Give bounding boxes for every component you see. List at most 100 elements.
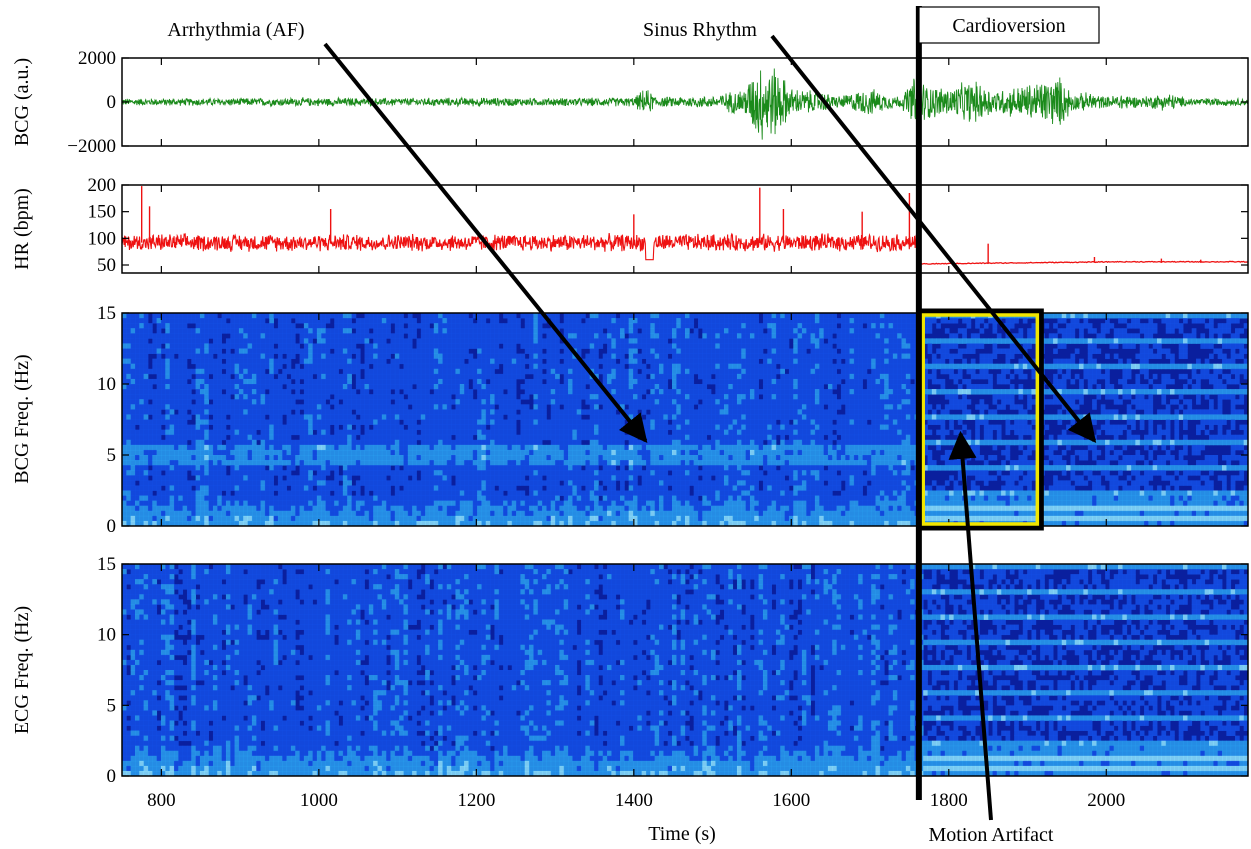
spectrogram-cell bbox=[126, 409, 132, 415]
spectrogram-cell bbox=[251, 333, 257, 339]
spectrogram-cell bbox=[663, 434, 669, 441]
spectrogram-cell bbox=[468, 515, 474, 522]
spectrogram-cell bbox=[165, 465, 171, 471]
spectrogram-cell bbox=[451, 520, 456, 527]
spectrogram-cell bbox=[494, 373, 500, 380]
spectrogram-cell bbox=[290, 510, 296, 517]
spectrogram-cell bbox=[247, 465, 253, 471]
spectrogram-cell bbox=[351, 455, 357, 461]
spectrogram-cell bbox=[490, 363, 495, 370]
spectrogram-cell bbox=[368, 404, 374, 410]
spectrogram-cell bbox=[277, 338, 283, 344]
spectrogram-cell bbox=[156, 475, 162, 481]
spectrogram-cell bbox=[351, 439, 357, 446]
spectrogram-cell bbox=[602, 404, 608, 410]
spectrogram-cell bbox=[208, 449, 214, 456]
spectrogram-cell bbox=[169, 378, 175, 385]
spectrogram-cell bbox=[273, 500, 279, 507]
spectrogram-cell bbox=[559, 520, 565, 527]
spectrogram-cell bbox=[594, 318, 599, 324]
spectrogram-cell bbox=[394, 434, 400, 441]
spectrogram-cell bbox=[498, 460, 504, 466]
spectrogram-cell bbox=[598, 368, 604, 375]
spectrogram-cell bbox=[156, 414, 162, 420]
spectrogram-cell bbox=[134, 409, 140, 415]
spectrogram-cell bbox=[238, 475, 244, 481]
spectrogram-cell bbox=[464, 389, 469, 395]
spectrogram-cell bbox=[308, 409, 313, 415]
spectrogram-cell bbox=[546, 444, 552, 451]
spectrogram-cell bbox=[256, 363, 261, 370]
spectrogram-cell bbox=[355, 353, 361, 360]
spectrogram-cell bbox=[481, 353, 487, 360]
spectrogram-cell bbox=[464, 470, 469, 476]
spectrogram-cell bbox=[334, 475, 339, 481]
spectrogram-cell bbox=[247, 409, 253, 415]
spectrogram-cell bbox=[576, 485, 582, 491]
spectrogram-cell bbox=[212, 465, 218, 471]
spectrogram-cell bbox=[390, 318, 396, 324]
spectrogram-cell bbox=[442, 373, 448, 380]
spectrogram-cell bbox=[607, 470, 612, 476]
spectrogram-cell bbox=[165, 500, 171, 507]
spectrogram-cell bbox=[312, 348, 318, 354]
spectrogram-cell bbox=[334, 485, 339, 491]
spectrogram-cell bbox=[646, 475, 651, 481]
spectrogram-cell bbox=[442, 490, 448, 496]
spectrogram-cell bbox=[264, 515, 270, 522]
spectrogram-cell bbox=[477, 318, 482, 324]
spectrogram-cell bbox=[381, 363, 387, 370]
spectrogram-cell bbox=[533, 520, 539, 527]
spectrogram-cell bbox=[295, 384, 300, 390]
spectrogram-cell bbox=[186, 434, 192, 441]
spectrogram-cell bbox=[122, 333, 127, 339]
spectrogram-cell bbox=[407, 399, 413, 405]
spectrogram-cell bbox=[238, 373, 244, 380]
spectrogram-cell bbox=[537, 409, 543, 415]
spectrogram-cell bbox=[403, 449, 409, 456]
spectrogram-cell bbox=[143, 323, 149, 329]
spectrogram-cell bbox=[238, 328, 244, 334]
spectrogram-cell bbox=[186, 404, 192, 410]
spectrogram-cell bbox=[654, 500, 660, 507]
spectrogram-cell bbox=[602, 368, 608, 375]
spectrogram-cell bbox=[134, 333, 140, 339]
spectrogram-cell bbox=[438, 495, 443, 502]
spectrogram-cell bbox=[251, 409, 257, 415]
spectrogram-cell bbox=[420, 338, 426, 344]
spectrogram-cell bbox=[511, 348, 517, 354]
spectrogram-cell bbox=[399, 353, 404, 360]
spectrogram-cell bbox=[637, 460, 643, 466]
spectrogram-cell bbox=[325, 424, 331, 431]
spectrogram-cell bbox=[126, 353, 132, 360]
spectrogram-cell bbox=[338, 490, 344, 496]
spectrogram-cell bbox=[199, 475, 205, 481]
spectrogram-cell bbox=[286, 520, 292, 527]
spectrogram-cell bbox=[459, 389, 465, 395]
spectrogram-cell bbox=[511, 515, 517, 522]
spectrogram-cell bbox=[329, 343, 335, 349]
spectrogram-cell bbox=[394, 505, 400, 512]
spectrogram-cell bbox=[139, 444, 145, 451]
spectrogram-cell bbox=[173, 333, 179, 339]
spectrogram-cell bbox=[165, 373, 171, 380]
spectrogram-cell bbox=[234, 520, 240, 527]
spectrogram-cell bbox=[178, 353, 184, 360]
spectrogram-cell bbox=[264, 429, 270, 436]
spectrogram-cell bbox=[377, 449, 383, 456]
spectrogram-cell bbox=[126, 373, 132, 380]
spectrogram-cell bbox=[342, 389, 348, 395]
spectrogram-cell bbox=[308, 505, 313, 512]
spectrogram-cell bbox=[208, 328, 214, 334]
spectrogram-cell bbox=[347, 515, 352, 522]
spectrogram-cell bbox=[243, 485, 248, 491]
spectrogram-cell bbox=[429, 465, 435, 471]
spectrogram-cell bbox=[338, 404, 344, 410]
spectrogram-cell bbox=[607, 500, 612, 507]
spectrogram-cell bbox=[503, 399, 508, 405]
spectrogram-cell bbox=[628, 323, 634, 329]
spectrogram-cell bbox=[147, 323, 153, 329]
spectrogram-cell bbox=[416, 460, 422, 466]
spectrogram-cell bbox=[238, 414, 244, 420]
spectrogram-cell bbox=[221, 353, 227, 360]
